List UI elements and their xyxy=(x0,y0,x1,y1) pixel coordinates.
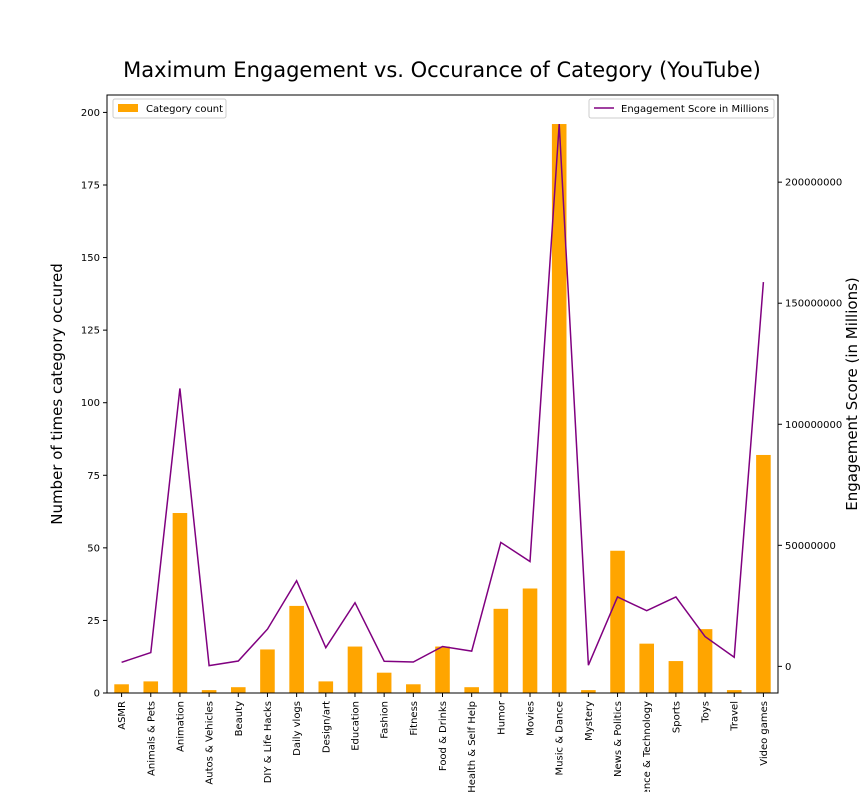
bar xyxy=(551,124,567,694)
bar xyxy=(318,681,334,693)
x-tick-label: Daily vlogs xyxy=(292,701,303,756)
bar-series xyxy=(114,124,771,694)
left-tick-label: 125 xyxy=(81,326,100,337)
left-tick-label: 175 xyxy=(81,180,100,191)
x-tick-label: Music & Dance xyxy=(555,701,566,775)
right-tick-label: 150000000 xyxy=(785,299,842,310)
line-series xyxy=(121,124,765,667)
chart-title: Maximum Engagement vs. Occurance of Cate… xyxy=(123,58,761,82)
left-tick-label: 75 xyxy=(87,471,100,482)
bar xyxy=(522,588,538,693)
left-tick-label: 0 xyxy=(94,689,100,700)
x-tick-label: Health & Self Help xyxy=(467,701,478,792)
right-tick-label: 0 xyxy=(785,662,791,673)
bar xyxy=(406,684,421,693)
right-tick-label: 200000000 xyxy=(785,178,842,189)
bar xyxy=(347,646,363,693)
left-tick-label: 25 xyxy=(87,616,100,627)
x-tick-label: DIY & Life Hacks xyxy=(263,701,274,783)
bar xyxy=(639,643,655,693)
x-tick-label: Movies xyxy=(526,701,537,736)
x-tick-label: Autos & Vehicles xyxy=(205,701,216,785)
legend-bar-frame xyxy=(112,98,227,119)
right-axis: 0 50000000 100000000 150000000 200000000 xyxy=(778,178,842,673)
legend-bar-swatch xyxy=(118,104,138,112)
bar xyxy=(464,687,479,693)
bar xyxy=(493,608,509,693)
x-tick-label: Fitness xyxy=(409,701,420,736)
legend-line: Engagement Score in Millions xyxy=(588,98,775,119)
x-tick-label: Beauty xyxy=(234,701,245,736)
bar xyxy=(435,646,450,693)
x-tick-label: Travel xyxy=(730,701,741,732)
x-tick-label: Food & Drinks xyxy=(438,701,449,771)
left-tick-label: 150 xyxy=(81,253,100,264)
bar xyxy=(172,513,188,693)
left-axis: 0 25 50 75 100 125 150 175 200 xyxy=(81,108,107,700)
engagement-line xyxy=(121,124,765,667)
x-tick-label: Fashion xyxy=(380,701,391,739)
x-tick-label: Mystery xyxy=(584,701,595,741)
bar xyxy=(697,629,713,693)
bar xyxy=(726,690,742,693)
right-tick-label: 100000000 xyxy=(785,420,842,431)
left-tick-label: 100 xyxy=(81,398,100,409)
x-tick-label: ASMR xyxy=(117,701,128,730)
bar xyxy=(201,690,217,693)
bar xyxy=(581,690,596,693)
legend-line-label: Engagement Score in Millions xyxy=(621,104,769,115)
bar xyxy=(610,550,625,693)
x-axis: ASMR Animals & Pets Animation Autos & Vehic… xyxy=(117,693,770,792)
bar xyxy=(114,684,129,693)
plot-frame xyxy=(106,94,779,694)
right-axis-label: Engagement Score (in Millions) xyxy=(843,277,861,510)
bar xyxy=(143,681,159,693)
bar xyxy=(756,454,771,693)
x-tick-label: Humor xyxy=(496,700,507,735)
right-tick-label: 50000000 xyxy=(785,541,836,552)
bar xyxy=(289,605,304,693)
x-tick-label: Animation xyxy=(175,701,186,752)
legend-line-frame xyxy=(588,98,775,119)
x-tick-label: Video games xyxy=(759,701,770,766)
bar xyxy=(260,649,275,693)
legend-bar: Category count xyxy=(112,98,227,119)
bar xyxy=(230,687,246,693)
left-tick-label: 50 xyxy=(87,543,100,554)
bar xyxy=(668,661,684,693)
x-tick-label: Animals & Pets xyxy=(146,701,157,776)
x-tick-label: Toys xyxy=(701,701,712,724)
x-tick-label: Sports xyxy=(671,701,682,733)
x-tick-label: News & Politics xyxy=(613,701,624,777)
bar xyxy=(376,672,392,693)
left-axis-label: Number of times category occured xyxy=(48,263,66,525)
x-tick-label: Design/art xyxy=(321,701,332,753)
x-tick-label: Education xyxy=(350,701,361,751)
x-tick-label: Science & Technology xyxy=(642,701,653,792)
left-tick-label: 200 xyxy=(81,108,100,119)
legend-bar-label: Category count xyxy=(146,104,223,115)
